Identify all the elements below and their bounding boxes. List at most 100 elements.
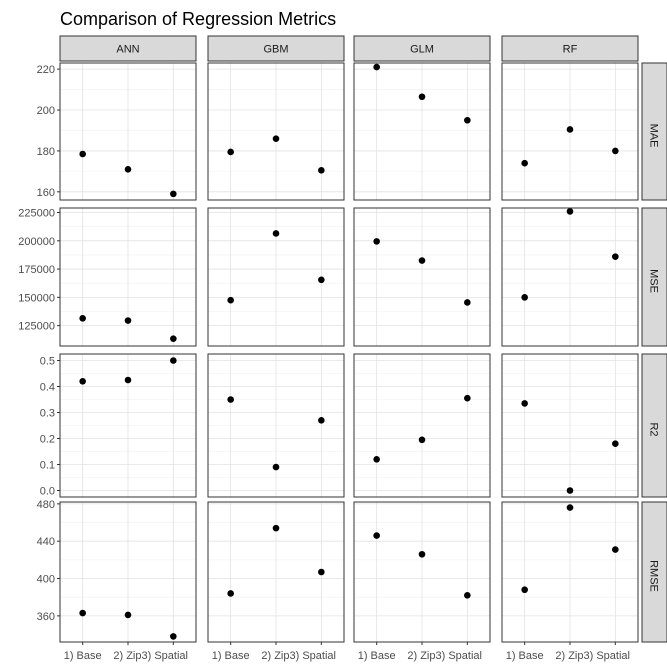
- point-rf-r2-3-spatial: [612, 440, 619, 448]
- y-tick-label-r2: 0.4: [40, 382, 55, 394]
- x-tick-label-rf: 2) Zip3) Spatial: [555, 650, 630, 662]
- panel-border-rf-mse: [501, 207, 639, 347]
- point-glm-mae-1-base: [373, 63, 380, 71]
- point-rf-mse-2-zip3: [566, 208, 574, 215]
- facet-strip-gbm: [207, 35, 345, 62]
- panel-border-ann-mae: [59, 62, 197, 201]
- point-gbm-rmse-3-spatial: [318, 568, 325, 576]
- point-ann-mse-2-zip3: [124, 317, 132, 324]
- point-gbm-mae-3-spatial: [318, 167, 325, 174]
- panel-border-glm-mse: [353, 207, 491, 347]
- y-tick-label-r2: 0.2: [40, 434, 55, 446]
- y-tick-label-mae: 200: [37, 105, 55, 117]
- chart-title: Comparison of Regression Metrics: [60, 9, 336, 29]
- panel-border-ann-mse: [59, 207, 197, 347]
- facet-strip-label-gbm: GBM: [263, 44, 288, 56]
- point-ann-r2-1-base: [79, 378, 86, 385]
- point-gbm-r2-3-spatial: [318, 417, 325, 424]
- facet-strip-label-rf: RF: [563, 44, 578, 56]
- point-ann-mae-3-spatial: [170, 190, 177, 198]
- point-glm-rmse-2-zip3: [418, 550, 426, 558]
- point-gbm-r2-1-base: [227, 396, 234, 403]
- point-glm-mae-2-zip3: [418, 93, 426, 101]
- point-gbm-r2-2-zip3: [272, 463, 280, 471]
- y-tick-label-r2: 0.0: [40, 486, 55, 498]
- point-gbm-mae-2-zip3: [272, 135, 280, 142]
- facet-strip-glm: [353, 35, 491, 62]
- panel-border-gbm-r2: [207, 353, 345, 498]
- panel-border-rf-mae: [501, 62, 639, 201]
- y-tick-label-rmse: 480: [37, 499, 55, 511]
- facet-strip-label-rmse: RMSE: [648, 560, 660, 592]
- panel-border-ann-r2: [59, 353, 197, 498]
- panel-border-gbm-mae: [207, 62, 345, 201]
- x-tick-label-rf: 1) Base: [506, 650, 544, 662]
- point-rf-r2-1-base: [521, 400, 528, 407]
- point-gbm-mse-1-base: [227, 296, 234, 304]
- point-gbm-mse-2-zip3: [272, 230, 280, 237]
- y-tick-label-mae: 180: [37, 146, 55, 158]
- y-tick-label-r2: 0.1: [40, 460, 55, 472]
- panel-border-glm-mae: [353, 62, 491, 201]
- point-gbm-mae-1-base: [227, 148, 234, 156]
- point-rf-mae-3-spatial: [612, 147, 619, 155]
- point-ann-mse-1-base: [79, 314, 86, 322]
- point-glm-mse-1-base: [373, 238, 380, 245]
- point-glm-rmse-3-spatial: [464, 592, 471, 599]
- y-tick-label-mse: 125000: [18, 321, 55, 333]
- point-glm-r2-3-spatial: [464, 394, 471, 402]
- point-ann-mse-3-spatial: [170, 335, 177, 342]
- facet-strip-mae: [641, 62, 667, 201]
- x-tick-label-glm: 2) Zip3) Spatial: [407, 650, 482, 662]
- point-glm-mae-3-spatial: [464, 116, 471, 124]
- y-tick-label-rmse: 440: [37, 536, 55, 548]
- x-tick-label-ann: 1) Base: [64, 650, 102, 662]
- y-tick-label-mse: 150000: [18, 292, 55, 304]
- point-gbm-rmse-1-base: [227, 590, 234, 597]
- y-tick-label-r2: 0.3: [40, 408, 55, 420]
- y-tick-label-rmse: 400: [37, 574, 55, 586]
- point-ann-rmse-2-zip3: [124, 611, 132, 619]
- x-tick-label-gbm: 2) Zip3) Spatial: [261, 650, 336, 662]
- panel-border-gbm-mse: [207, 207, 345, 347]
- point-glm-r2-2-zip3: [418, 436, 426, 444]
- point-gbm-mse-3-spatial: [318, 276, 325, 284]
- point-rf-rmse-1-base: [521, 586, 528, 594]
- facet-strip-mse: [641, 207, 667, 347]
- facet-strip-rmse: [641, 501, 667, 643]
- panel-border-rf-r2: [501, 353, 639, 498]
- point-glm-r2-1-base: [373, 456, 380, 463]
- facet-strip-label-ann: ANN: [116, 44, 139, 56]
- facet-strip-label-r2: R2: [648, 422, 660, 436]
- facet-strip-ann: [59, 35, 197, 62]
- facet-strip-label-mse: MSE: [648, 269, 660, 293]
- point-rf-mae-2-zip3: [566, 126, 574, 133]
- point-ann-r2-2-zip3: [124, 376, 132, 384]
- facet-strip-rf: [501, 35, 639, 62]
- panel-border-glm-r2: [353, 353, 491, 498]
- point-ann-rmse-1-base: [79, 609, 86, 617]
- facet-strip-r2: [641, 353, 667, 498]
- point-ann-rmse-3-spatial: [170, 633, 177, 640]
- point-glm-mse-3-spatial: [464, 299, 471, 306]
- point-ann-r2-3-spatial: [170, 357, 177, 364]
- point-rf-mse-1-base: [521, 294, 528, 301]
- point-glm-rmse-1-base: [373, 532, 380, 539]
- point-rf-mae-1-base: [521, 159, 528, 167]
- y-tick-label-mse: 200000: [18, 236, 55, 248]
- point-ann-mae-2-zip3: [124, 166, 132, 173]
- point-rf-mse-3-spatial: [612, 253, 619, 260]
- point-rf-rmse-2-zip3: [566, 504, 574, 511]
- facet-strip-label-mae: MAE: [648, 124, 660, 148]
- y-tick-label-mse: 225000: [18, 208, 55, 220]
- facet-strip-label-glm: GLM: [410, 44, 434, 56]
- y-tick-label-r2: 0.5: [40, 356, 55, 368]
- y-tick-label-mae: 160: [37, 187, 55, 199]
- point-rf-rmse-3-spatial: [612, 546, 619, 553]
- x-tick-label-gbm: 1) Base: [212, 650, 250, 662]
- y-tick-label-mae: 220: [37, 64, 55, 76]
- point-ann-mae-1-base: [79, 150, 86, 158]
- x-tick-label-glm: 1) Base: [358, 650, 396, 662]
- x-tick-label-ann: 2) Zip3) Spatial: [113, 650, 188, 662]
